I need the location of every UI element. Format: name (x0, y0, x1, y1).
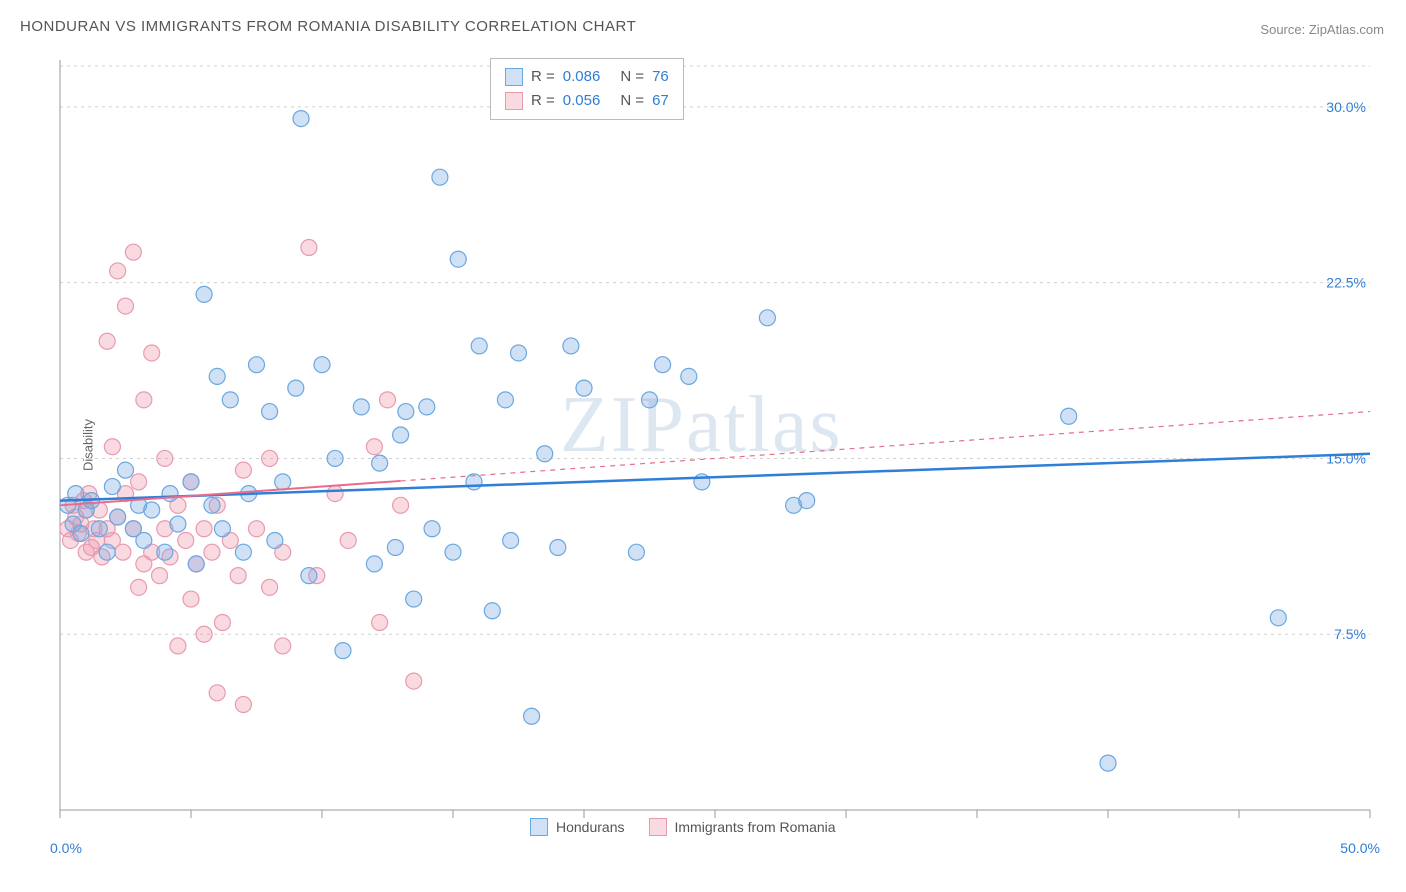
stat-n-value-1: 76 (652, 65, 669, 89)
stat-r-label: R = (531, 65, 555, 89)
chart-title: HONDURAN VS IMMIGRANTS FROM ROMANIA DISA… (20, 18, 636, 35)
legend: Hondurans Immigrants from Romania (530, 818, 836, 836)
stats-row-hondurans: R = 0.086 N = 76 (505, 65, 669, 89)
x-max-label: 50.0% (1340, 840, 1380, 856)
source-attribution: Source: ZipAtlas.com (1260, 22, 1384, 37)
x-min-label: 0.0% (50, 840, 82, 856)
stat-n-label: N = (620, 65, 644, 89)
source-link[interactable]: ZipAtlas.com (1309, 22, 1384, 37)
scatter-chart: 7.5% 15.0% 22.5% 30.0% (50, 50, 1380, 840)
svg-text:7.5%: 7.5% (1334, 626, 1366, 642)
legend-label-1: Hondurans (556, 819, 625, 835)
svg-text:22.5%: 22.5% (1326, 275, 1366, 291)
swatch-pink (649, 818, 667, 836)
stats-row-romania: R = 0.056 N = 67 (505, 89, 669, 113)
svg-text:30.0%: 30.0% (1326, 99, 1366, 115)
stat-r-value-2: 0.056 (563, 89, 601, 113)
stat-r-value-1: 0.086 (563, 65, 601, 89)
swatch-blue (530, 818, 548, 836)
legend-item-romania: Immigrants from Romania (649, 818, 836, 836)
legend-label-2: Immigrants from Romania (675, 819, 836, 835)
stat-r-label: R = (531, 89, 555, 113)
stat-n-value-2: 67 (652, 89, 669, 113)
legend-item-hondurans: Hondurans (530, 818, 625, 836)
correlation-stats-box: R = 0.086 N = 76 R = 0.056 N = 67 (490, 58, 684, 120)
stat-n-label: N = (620, 89, 644, 113)
swatch-blue (505, 68, 523, 86)
source-label: Source: (1260, 22, 1305, 37)
swatch-pink (505, 92, 523, 110)
chart-area: Disability 7.5%15.0%22.5%30.0% ZIPatlas … (50, 50, 1380, 840)
svg-text:15.0%: 15.0% (1326, 450, 1366, 466)
